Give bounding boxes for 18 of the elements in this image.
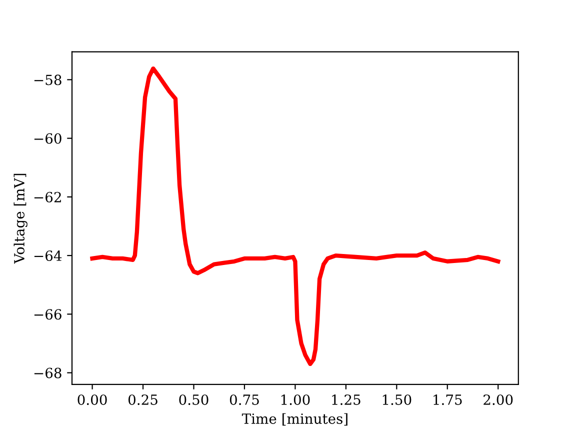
x-tick-label: 0.00 [78, 394, 107, 405]
y-axis-title: Voltage [mV] [14, 174, 28, 264]
x-tick-label: 1.75 [434, 394, 462, 405]
x-tick-label: 0.25 [128, 394, 158, 405]
y-tick-label: −62 [34, 192, 61, 202]
x-tick-label: 0.75 [230, 394, 259, 405]
x-axis-title: Time [minutes] [242, 413, 348, 426]
x-tick-label: 2.00 [484, 394, 513, 405]
y-tick-label: −60 [34, 133, 62, 144]
y-tick-label: −64 [34, 250, 62, 261]
y-tick-label: −58 [34, 74, 62, 86]
x-tick-label: 0.50 [179, 394, 208, 405]
x-tick-label: 1.50 [382, 394, 412, 405]
line-series [90, 66, 500, 366]
x-tick-label: 1.25 [332, 394, 360, 405]
y-tick-label: −66 [34, 309, 62, 320]
x-tick-label: 1.00 [281, 394, 310, 405]
y-tick-label: −68 [34, 368, 62, 378]
